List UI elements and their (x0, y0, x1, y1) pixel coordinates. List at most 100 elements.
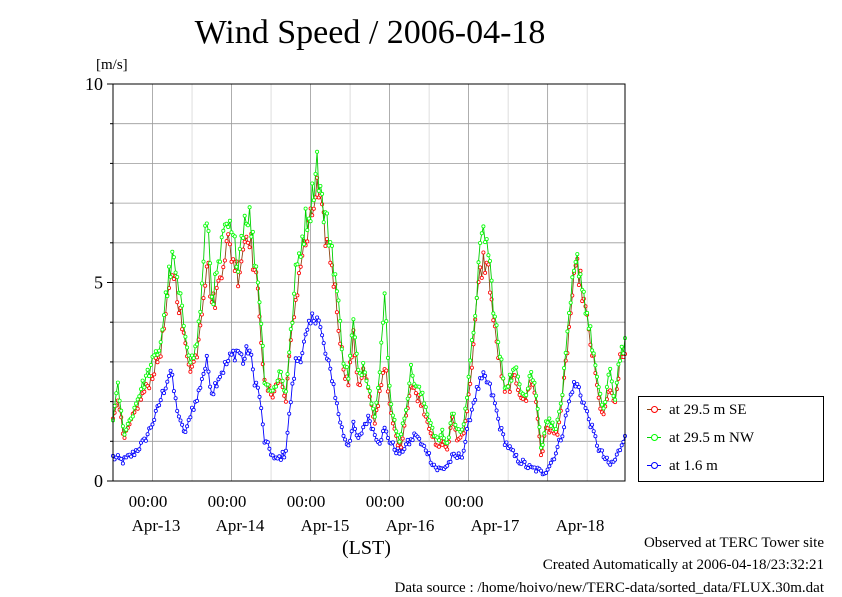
data-point (535, 406, 540, 411)
data-point (204, 264, 209, 269)
data-point (147, 374, 152, 379)
data-point (376, 385, 381, 390)
data-point (158, 354, 163, 359)
data-point (213, 381, 218, 386)
data-point (283, 448, 288, 453)
data-point (512, 373, 517, 378)
data-point (392, 447, 397, 452)
data-point (618, 448, 623, 453)
data-point (334, 289, 339, 294)
data-point (359, 373, 364, 378)
data-point (270, 453, 275, 458)
data-point (213, 305, 218, 310)
data-point (479, 231, 484, 236)
data-point (157, 348, 162, 353)
data-point (323, 351, 328, 356)
data-point (180, 303, 185, 308)
data-point (275, 378, 280, 383)
data-point (540, 449, 545, 454)
data-point (155, 360, 160, 365)
data-point (234, 264, 239, 269)
data-point (217, 259, 222, 264)
data-point (318, 183, 323, 188)
data-point (171, 389, 176, 394)
data-point (502, 389, 507, 394)
data-point (380, 370, 385, 375)
data-point (343, 437, 348, 442)
data-point (473, 313, 478, 318)
data-point (471, 400, 476, 405)
data-point (351, 317, 356, 322)
data-point (221, 265, 226, 270)
data-point (295, 262, 300, 267)
data-point (204, 353, 209, 358)
data-point (292, 291, 297, 296)
data-point (590, 348, 595, 353)
data-point (601, 412, 606, 417)
x-date-label: Apr-17 (471, 516, 520, 535)
data-point (581, 400, 586, 405)
data-point (456, 451, 461, 456)
data-point (282, 455, 287, 460)
data-point (380, 320, 385, 325)
data-point (316, 188, 321, 193)
data-point (201, 259, 206, 264)
data-point (161, 391, 166, 396)
data-point (232, 234, 237, 239)
data-point (120, 424, 125, 429)
series-2 (111, 311, 628, 477)
data-point (413, 391, 418, 396)
data-point (198, 385, 203, 390)
data-point (514, 381, 519, 386)
data-point (320, 191, 325, 196)
data-point (524, 393, 529, 398)
data-point (290, 381, 295, 386)
data-point (328, 366, 333, 371)
data-point (211, 392, 216, 397)
data-point (321, 220, 326, 225)
data-point (331, 382, 336, 387)
data-point (122, 432, 127, 437)
legend-item-1m: at 1.6 m (647, 457, 718, 475)
data-point (208, 384, 213, 389)
data-point (468, 381, 473, 386)
data-point (395, 433, 400, 438)
data-point (185, 345, 190, 350)
data-point (280, 449, 285, 454)
data-point (609, 379, 614, 384)
data-point (384, 368, 389, 373)
data-point (362, 370, 367, 375)
data-point (237, 246, 242, 251)
data-point (361, 425, 366, 430)
data-point (125, 421, 130, 426)
data-point (560, 392, 565, 397)
data-point (371, 427, 376, 432)
data-point (361, 360, 366, 365)
data-point (245, 240, 250, 245)
data-point (305, 327, 310, 332)
data-point (504, 440, 509, 445)
y-axis-unit: [m/s] (96, 57, 128, 73)
data-point (553, 451, 558, 456)
data-point (548, 424, 553, 429)
data-point (259, 406, 264, 411)
data-point (180, 327, 185, 332)
data-point (150, 422, 155, 427)
data-point (142, 385, 147, 390)
data-point (249, 234, 254, 239)
data-point (481, 370, 486, 375)
data-point (578, 272, 583, 277)
data-point (400, 421, 405, 426)
data-point (321, 341, 326, 346)
data-point (130, 449, 135, 454)
data-point (558, 401, 563, 406)
data-point (568, 300, 573, 305)
data-point (222, 258, 227, 263)
data-point (298, 264, 303, 269)
legend-label-1m: at 1.6 m (669, 457, 718, 474)
data-point (348, 438, 353, 443)
data-point (379, 383, 384, 388)
data-point (481, 250, 486, 255)
data-point (231, 257, 236, 262)
data-point (595, 374, 600, 379)
